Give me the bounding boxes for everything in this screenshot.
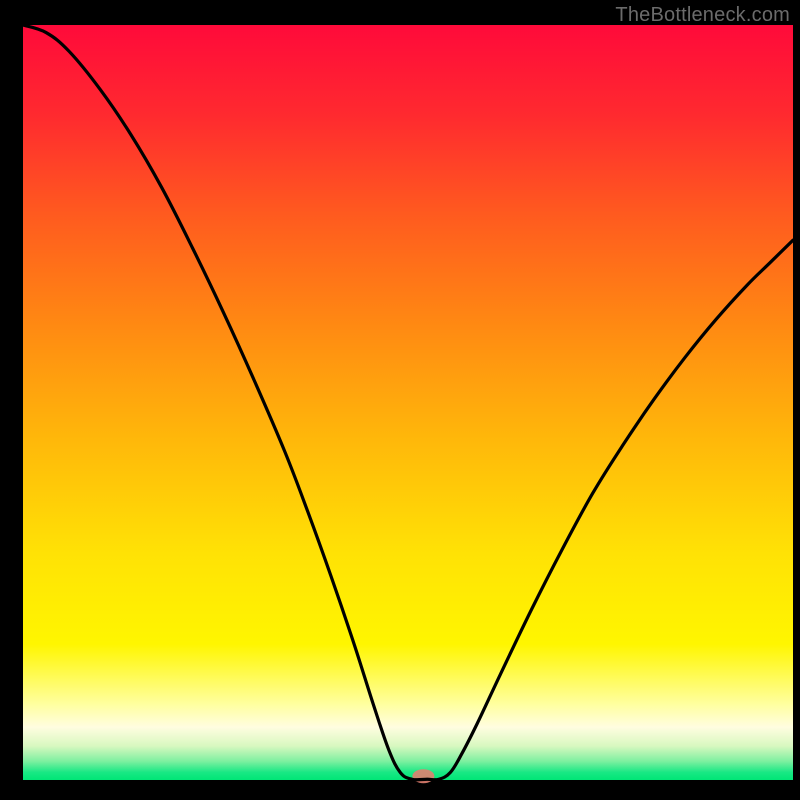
chart-container: TheBottleneck.com <box>0 0 800 800</box>
bottleneck-curve-chart <box>0 0 800 800</box>
watermark-text: TheBottleneck.com <box>615 4 790 27</box>
plot-background-gradient <box>23 25 793 780</box>
